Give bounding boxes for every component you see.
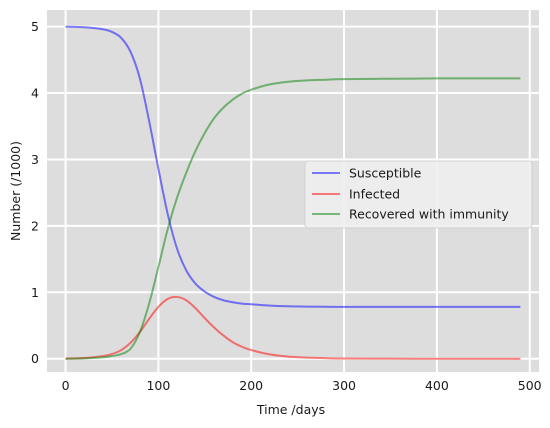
legend-entry-recovered: Recovered with immunity [312,207,509,222]
y-tick-label: 2 [31,218,39,233]
series-line-recovered [65,77,521,360]
y-tick-label: 0 [31,351,39,366]
y-tick-label: 1 [31,285,39,300]
x-axis-label: Time /days [256,402,325,417]
grid [47,10,539,372]
series-line-infected [65,295,521,360]
series-line-susceptible [65,25,521,308]
y-tick-label: 4 [31,86,39,101]
y-tick-label: 3 [31,152,39,167]
legend-label-infected: Infected [349,187,400,202]
legend-entry-infected: Infected [312,187,400,202]
legend-label-susceptible: Susceptible [349,166,422,181]
x-tick-label: 100 [146,378,170,393]
y-axis-ticks: 0 1 2 3 4 5 [31,19,39,366]
legend-label-recovered: Recovered with immunity [349,207,509,222]
x-tick-label: 0 [62,378,70,393]
x-tick-label: 200 [239,378,263,393]
x-tick-label: 500 [518,378,542,393]
legend: Susceptible Infected Recovered with immu… [304,160,533,229]
legend-box [304,160,533,229]
x-axis-ticks: 0 100 200 300 400 500 [62,378,542,393]
y-tick-label: 5 [31,19,39,34]
series-lines [65,25,521,360]
y-axis-label: Number (/1000) [8,141,23,241]
x-tick-label: 300 [332,378,356,393]
legend-entry-susceptible: Susceptible [312,166,422,181]
x-tick-label: 400 [425,378,449,393]
